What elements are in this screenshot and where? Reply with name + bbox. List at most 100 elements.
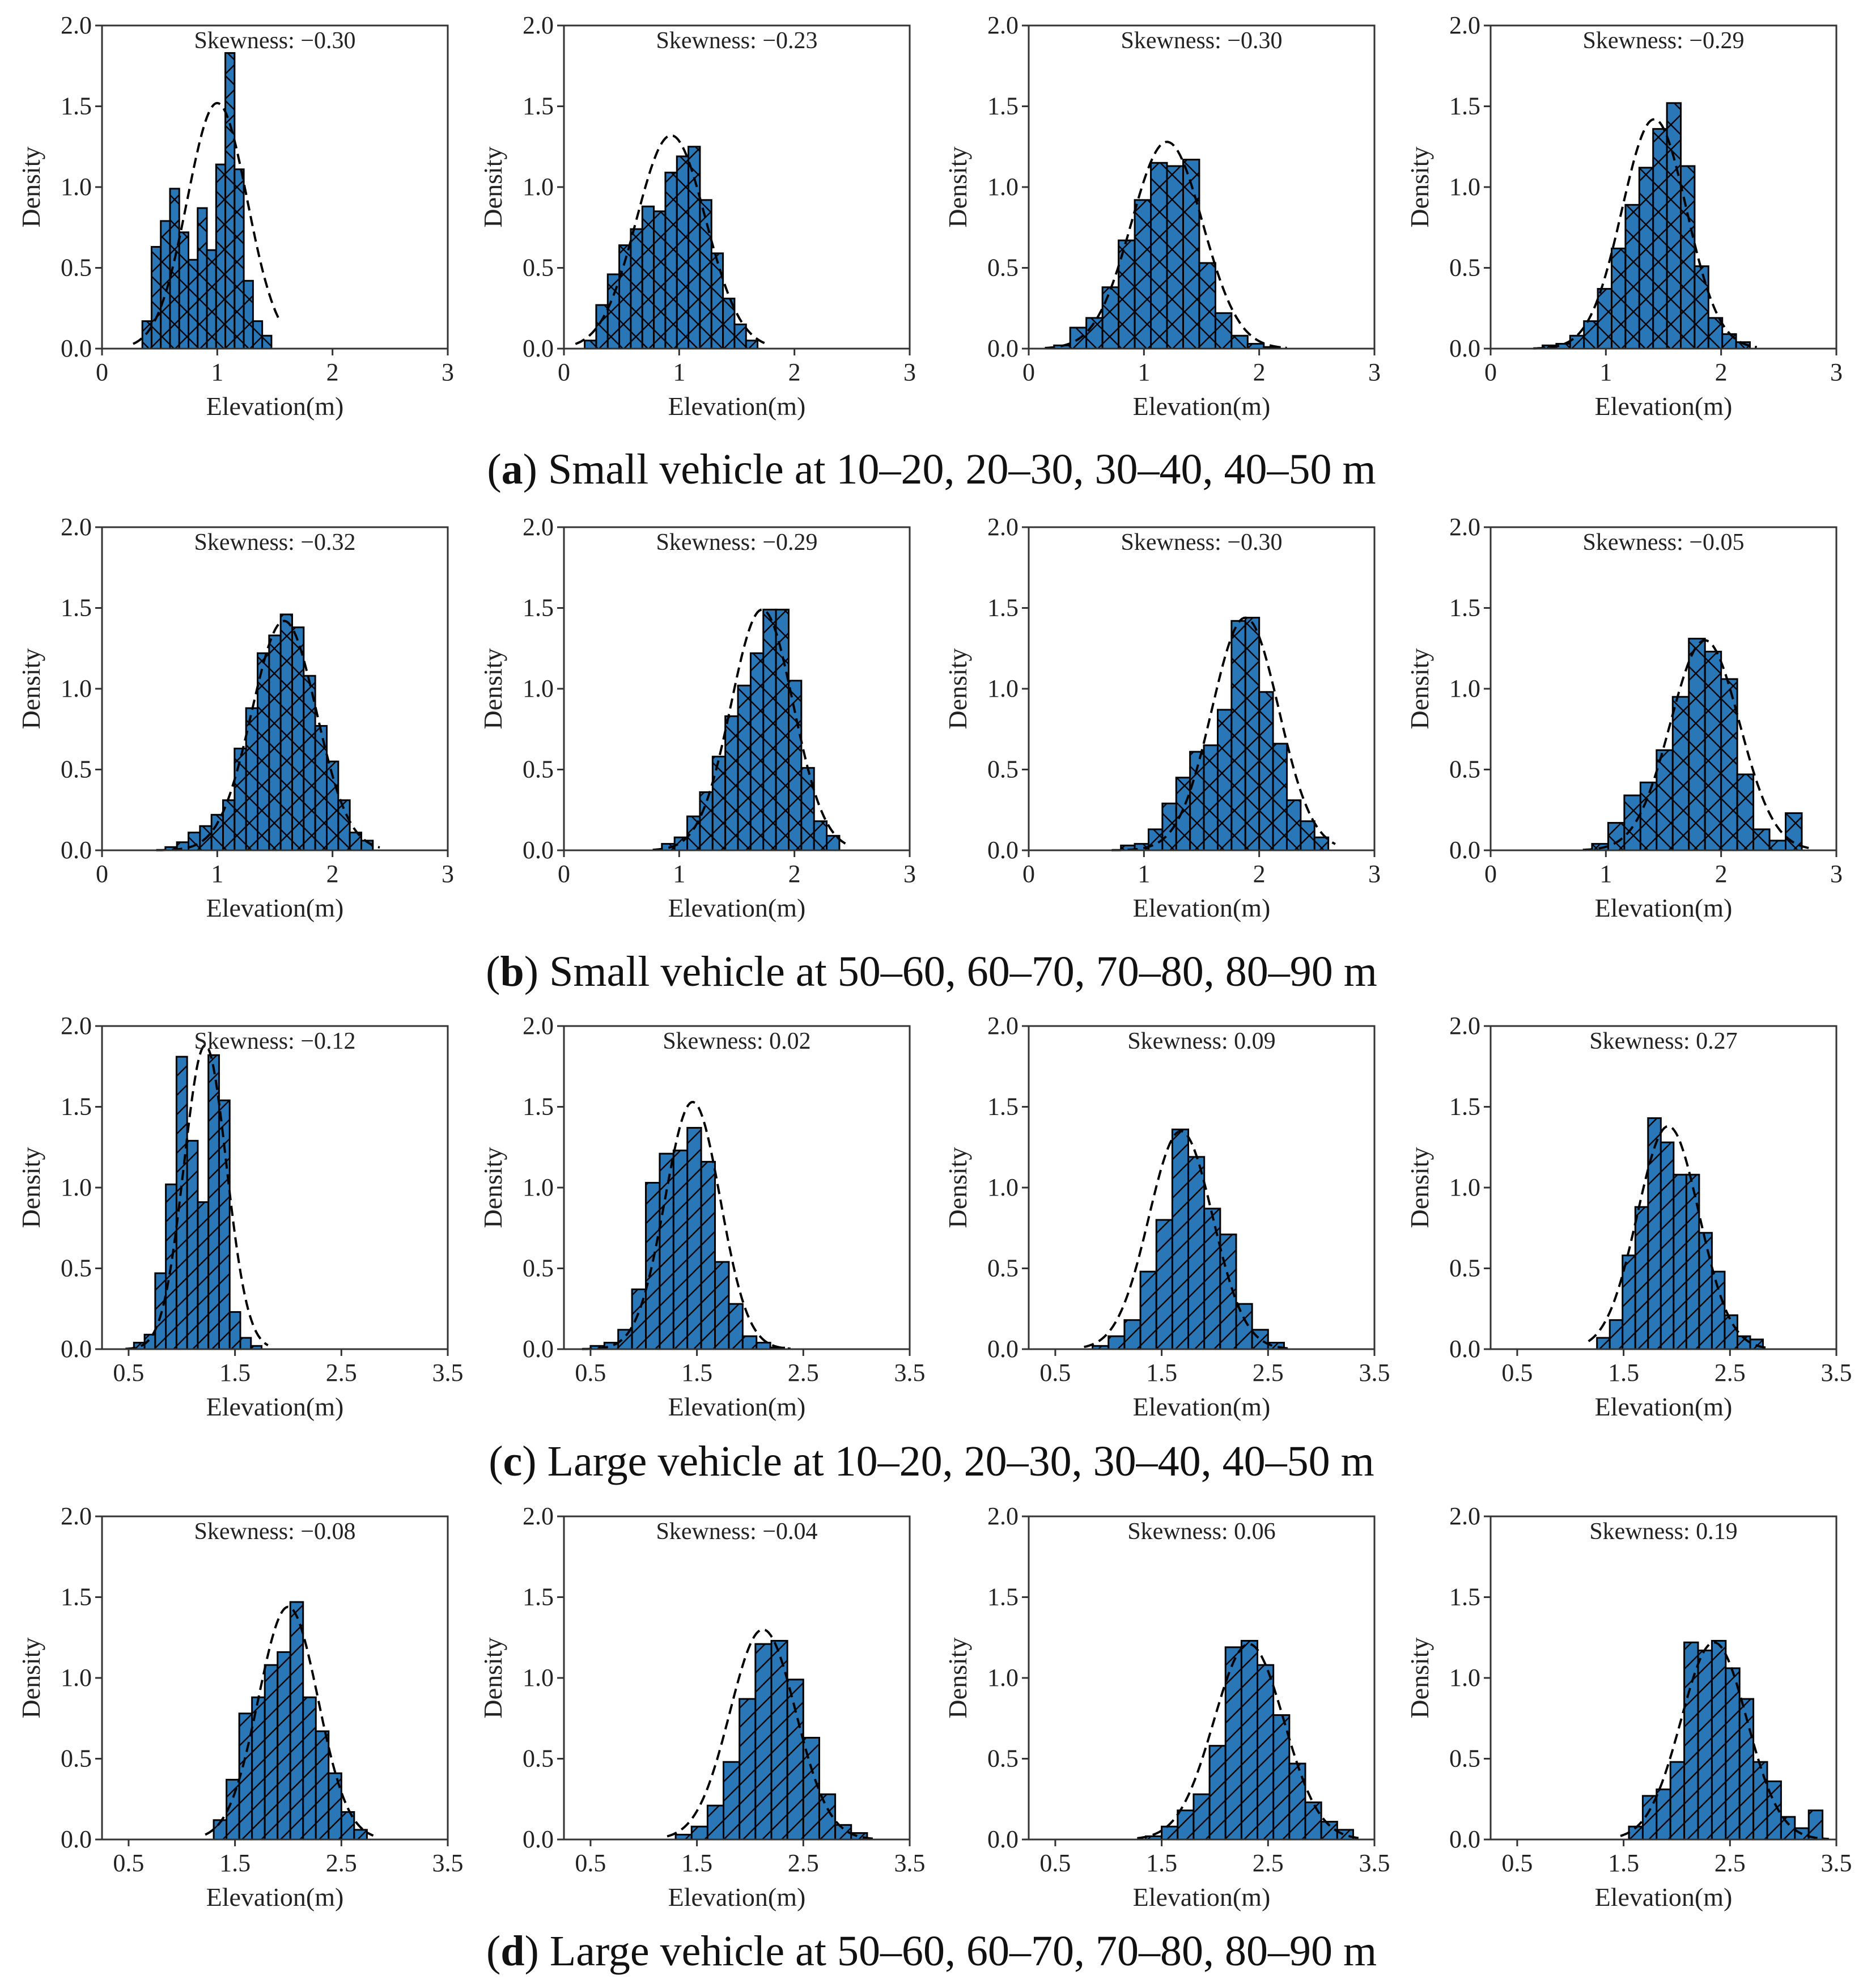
skewness-label: Skewness: −0.04 <box>656 1519 817 1545</box>
bar-hatch <box>1660 1141 1675 1350</box>
x-tick-label: 3 <box>1830 860 1843 888</box>
x-tick-label: 1.5 <box>1608 1849 1639 1877</box>
x-tick-label: 0 <box>558 358 570 386</box>
skewness-label: Skewness: −0.08 <box>194 1519 355 1545</box>
x-axis-label: Elevation(m) <box>206 1883 344 1911</box>
bar-hatch <box>1304 1801 1322 1841</box>
caption-d-letter: d <box>500 1927 525 1975</box>
x-tick-label: 3 <box>1368 358 1381 386</box>
bar-hatch <box>1569 334 1585 350</box>
y-tick-label: 0.5 <box>61 254 92 282</box>
bar-hatch <box>714 1261 730 1350</box>
x-tick-label: 1 <box>673 860 685 888</box>
bar-hatch <box>733 323 747 350</box>
skewness-label: Skewness: −0.30 <box>1121 28 1282 54</box>
bar-hatch <box>788 680 803 851</box>
bar-hatch <box>739 1698 757 1841</box>
bar-hatch <box>1721 333 1737 350</box>
bar-hatch <box>302 1696 317 1841</box>
bar-hatch <box>676 155 690 350</box>
x-tick-label: 3.5 <box>1359 1849 1390 1877</box>
y-tick-label: 2.0 <box>1449 513 1480 541</box>
x-axis-label: Elevation(m) <box>668 1392 806 1421</box>
bar-hatch <box>1724 1314 1738 1350</box>
x-axis-label: Elevation(m) <box>1133 392 1271 421</box>
x-tick-label: 1 <box>1138 860 1150 888</box>
x-tick-label: 0 <box>96 358 108 386</box>
caption-a-text: Small vehicle at 10–20, 20–30, 30–40, 40… <box>537 446 1376 493</box>
y-tick-label: 0.5 <box>1449 1254 1480 1282</box>
bar-hatch <box>1166 165 1184 350</box>
skewness-label: Skewness: −0.32 <box>194 529 355 556</box>
x-tick-label: 1.5 <box>1608 1359 1639 1387</box>
bar-hatch <box>754 1643 773 1841</box>
y-axis-label: Density <box>478 146 507 227</box>
bar-hatch <box>1624 204 1640 350</box>
skewness-label: Skewness: −0.12 <box>194 1028 355 1054</box>
y-tick-label: 1.0 <box>61 173 92 201</box>
bar-hatch <box>279 613 293 851</box>
bar-hatch <box>210 813 224 851</box>
bar-hatch <box>178 231 190 350</box>
histogram-d3: 0.0 0.5 1.0 1.5 2.0 0.5 1.5 2.5 3.5 Skewness: 0.0… <box>943 1502 1390 1911</box>
x-axis-label: Elevation(m) <box>668 893 806 922</box>
y-tick-label: 0.5 <box>1449 1745 1480 1773</box>
x-tick-label: 3.5 <box>894 1359 926 1387</box>
skewness-label: Skewness: 0.06 <box>1127 1519 1275 1545</box>
bar-hatch <box>645 1181 661 1350</box>
y-tick-label: 2.0 <box>523 1502 554 1530</box>
y-axis-label: Density <box>478 648 507 729</box>
x-axis-label: Elevation(m) <box>1595 1392 1733 1421</box>
bar-hatch <box>1224 1646 1242 1841</box>
fit-curve <box>1582 639 1809 851</box>
x-axis-label: Elevation(m) <box>1595 893 1733 922</box>
skewness-label: Skewness: 0.27 <box>1589 1028 1737 1054</box>
histogram-d2: 0.0 0.5 1.0 1.5 2.0 0.5 1.5 2.5 3.5 Skewness: −0.… <box>478 1502 926 1911</box>
x-axis-label: Elevation(m) <box>1133 1392 1271 1421</box>
bar-hatch <box>1216 709 1233 851</box>
x-tick-label: 0.5 <box>1039 1849 1071 1877</box>
histogram-b2: 0.0 0.5 1.0 1.5 2.0 0 1 2 3 Skewness: −0.29 Elevat… <box>478 513 916 922</box>
x-tick-label: 1 <box>211 358 223 386</box>
histogram-a1: 0.0 0.5 1.0 1.5 2.0 0 1 2 3 Skewness: −0.30 Elevat… <box>16 11 454 421</box>
y-axis-label: Density <box>16 1147 45 1228</box>
bar-hatch <box>291 626 305 851</box>
x-tick-label: 3 <box>903 860 916 888</box>
fit-curve <box>652 608 847 851</box>
y-tick-label: 1.5 <box>61 1093 92 1121</box>
y-tick-label: 1.5 <box>61 1583 92 1611</box>
bar-hatch <box>1669 1761 1686 1841</box>
x-axis-label: Elevation(m) <box>1133 1883 1271 1911</box>
y-tick-label: 1.0 <box>61 675 92 702</box>
histogram-d1: 0.0 0.5 1.0 1.5 2.0 0.5 1.5 2.5 3.5 Skewness: −0.… <box>16 1502 464 1911</box>
skewness-label: Skewness: −0.30 <box>194 28 355 54</box>
bar-hatch <box>1596 1337 1611 1350</box>
x-tick-label: 2.5 <box>1253 1849 1284 1877</box>
bar-hatch <box>1150 162 1168 350</box>
x-tick-label: 0 <box>96 860 108 888</box>
bar-hatch <box>711 756 727 851</box>
y-tick-label: 2.0 <box>523 1012 554 1040</box>
y-tick-label: 0.5 <box>523 1745 554 1773</box>
y-tick-label: 0.0 <box>61 334 92 362</box>
x-tick-label: 2.5 <box>1253 1359 1284 1387</box>
bar-hatch <box>723 1761 741 1841</box>
x-tick-label: 0.5 <box>1039 1359 1071 1387</box>
histogram-b4: 0.0 0.5 1.0 1.5 2.0 0 1 2 3 Skewness: −0.05 Elevat… <box>1405 513 1843 922</box>
axes-frame <box>1028 1515 1376 1841</box>
y-axis-label: Density <box>943 1637 972 1718</box>
bar-hatch <box>1707 317 1724 350</box>
bar-hatch <box>641 205 655 350</box>
y-tick-label: 0.0 <box>523 836 554 864</box>
bar-hatch <box>1272 743 1288 851</box>
y-tick-label: 0.5 <box>523 254 554 282</box>
x-axis-label: Elevation(m) <box>206 392 344 421</box>
y-tick-label: 1.5 <box>523 92 554 120</box>
y-tick-label: 2.0 <box>987 11 1019 39</box>
y-tick-label: 1.5 <box>1449 1093 1480 1121</box>
bar-hatch <box>1694 265 1709 350</box>
skewness-label: Skewness: −0.23 <box>656 28 817 54</box>
bar-hatch <box>699 791 714 851</box>
x-tick-label: 1 <box>1599 358 1612 386</box>
x-tick-label: 1 <box>673 358 685 386</box>
